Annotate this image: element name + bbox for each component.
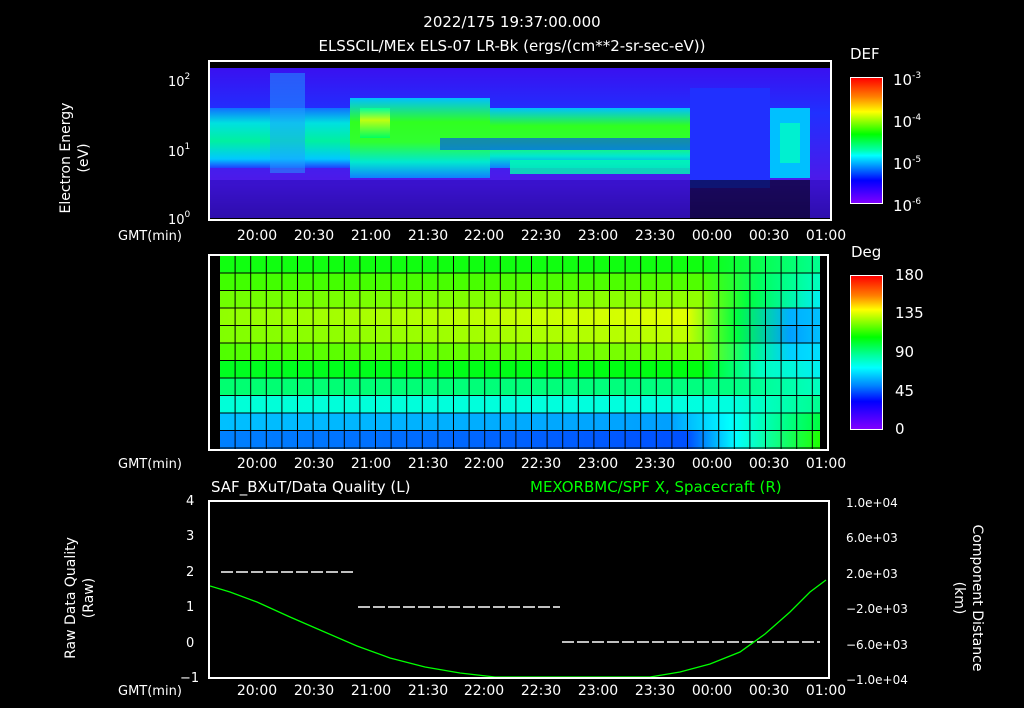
def-colorbar-title: DEF (850, 45, 880, 63)
pitch-xtick: 21:00 (350, 456, 392, 472)
def-tick-1e-4: 10-4 (893, 113, 922, 131)
pitch-xtick: 20:00 (236, 456, 278, 472)
energy-xtick: 01:00 (805, 228, 847, 244)
energy-ytick-10: 101 (168, 142, 191, 160)
pitch-xtick: 20:30 (293, 456, 335, 472)
dq-xtick: 22:00 (463, 683, 505, 699)
dq-xlabel: GMT(min) (118, 684, 182, 699)
def-tick-1e-6: 10-6 (893, 197, 922, 215)
plot-subtitle: ELSSCIL/MEx ELS-07 LR-Bk (ergs/(cm**2-sr… (318, 37, 706, 55)
dq-ytick: 2 (186, 565, 195, 580)
dq-xtick: 22:30 (520, 683, 562, 699)
dq-xtick: 20:30 (293, 683, 335, 699)
energy-ylabel: Electron Energy (eV) (58, 102, 92, 214)
energy-plot-frame (208, 60, 832, 221)
component-distance-ylabel: Component Distance (km) (951, 524, 985, 672)
deg-tick-135: 135 (895, 304, 924, 322)
pitch-xlabel: GMT(min) (118, 457, 182, 472)
pitch-xtick: 01:00 (805, 456, 847, 472)
dq-ytick: −1 (180, 671, 200, 686)
def-tick-1e-3: 10-3 (893, 71, 922, 89)
deg-tick-45: 45 (895, 382, 915, 400)
data-quality-ylabel: Raw Data Quality (Raw) (63, 537, 97, 659)
pitch-angle-grid (220, 256, 820, 449)
energy-xtick: 23:30 (634, 228, 676, 244)
deg-colorbar (850, 275, 883, 430)
plot-timestamp: 2022/175 19:37:00.000 (423, 13, 601, 31)
dq-xtick: 20:00 (236, 683, 278, 699)
spf-x-title: MEXORBMC/SPF X, Spacecraft (R) (530, 478, 782, 496)
dist-ytick: −1.0e+04 (846, 673, 908, 687)
data-quality-plot (210, 502, 828, 677)
data-quality-frame (208, 500, 830, 679)
energy-xtick: 21:30 (407, 228, 449, 244)
dq-ytick: 0 (186, 636, 195, 651)
dq-xtick: 01:00 (805, 683, 847, 699)
pitch-xtick: 23:00 (577, 456, 619, 472)
dist-ytick: −2.0e+03 (846, 602, 908, 616)
dist-ytick: −6.0e+03 (846, 638, 908, 652)
dq-ytick: 1 (186, 600, 195, 615)
deg-tick-180: 180 (895, 266, 924, 284)
dist-ytick: 1.0e+04 (846, 496, 898, 510)
deg-tick-90: 90 (895, 343, 915, 361)
dq-ytick: 4 (186, 494, 195, 509)
pitch-xtick: 22:00 (463, 456, 505, 472)
energy-spectrogram-image (210, 68, 830, 218)
dq-xtick: 23:30 (634, 683, 676, 699)
energy-xtick: 22:30 (520, 228, 562, 244)
energy-xtick: 21:00 (350, 228, 392, 244)
energy-xtick: 00:30 (748, 228, 790, 244)
dq-xtick: 21:00 (350, 683, 392, 699)
energy-xtick: 23:00 (577, 228, 619, 244)
energy-xlabel: GMT(min) (118, 229, 182, 244)
data-quality-title: SAF_BXuT/Data Quality (L) (211, 478, 411, 496)
dq-ytick: 3 (186, 529, 195, 544)
energy-xtick: 20:00 (236, 228, 278, 244)
dist-ytick: 2.0e+03 (846, 567, 898, 581)
deg-tick-0: 0 (895, 420, 905, 438)
energy-ytick-100: 102 (168, 72, 191, 90)
pitch-xtick: 23:30 (634, 456, 676, 472)
def-tick-1e-5: 10-5 (893, 155, 922, 173)
dq-xtick: 23:00 (577, 683, 619, 699)
deg-colorbar-title: Deg (851, 243, 882, 261)
pitch-xtick: 00:00 (691, 456, 733, 472)
pitch-xtick: 21:30 (407, 456, 449, 472)
pitch-angle-frame (208, 254, 829, 451)
dq-xtick: 21:30 (407, 683, 449, 699)
energy-ytick-1: 100 (168, 210, 191, 228)
def-colorbar (850, 77, 883, 204)
energy-xtick: 00:00 (691, 228, 733, 244)
dq-xtick: 00:00 (691, 683, 733, 699)
pitch-xtick: 00:30 (748, 456, 790, 472)
energy-xtick: 22:00 (463, 228, 505, 244)
energy-xtick: 20:30 (293, 228, 335, 244)
dq-xtick: 00:30 (748, 683, 790, 699)
pitch-xtick: 22:30 (520, 456, 562, 472)
dist-ytick: 6.0e+03 (846, 531, 898, 545)
